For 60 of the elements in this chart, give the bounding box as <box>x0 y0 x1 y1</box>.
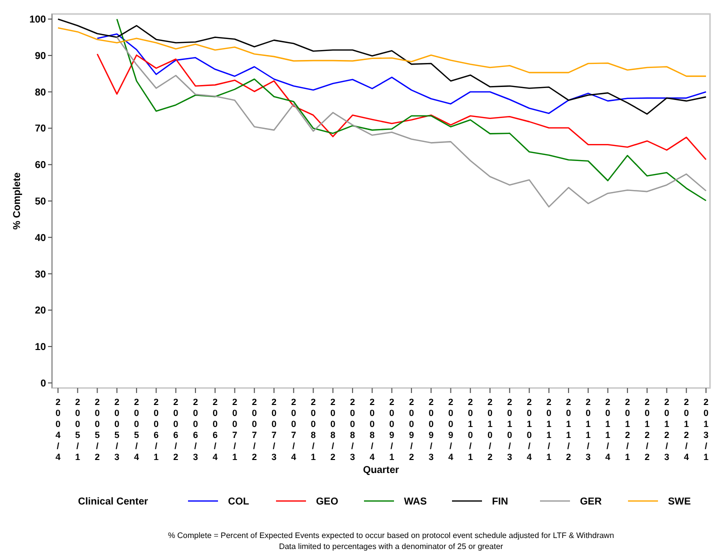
x-tick-label: 2007/1 <box>232 397 238 462</box>
y-tick-label: 70 <box>34 124 46 135</box>
x-tick-label: 2012/1 <box>624 397 630 462</box>
x-tick-label: 2011/4 <box>605 397 610 462</box>
x-tick-label: 2006/3 <box>192 397 198 462</box>
x-tick-label: 2010/2 <box>487 397 493 462</box>
text: Data limited to percentages with a denominator of 25 or greater <box>278 542 504 551</box>
y-tick-label: 30 <box>34 269 46 280</box>
x-tick-label: 2009/2 <box>408 397 414 462</box>
x-tick-label: 2007/3 <box>271 397 277 462</box>
x-tick-label: 2004/4 <box>55 397 61 462</box>
x-tick-label: 2006/2 <box>173 397 178 462</box>
x-tick-label: 2005/1 <box>75 397 80 462</box>
x-tick-label: 2009/3 <box>428 397 434 462</box>
x-tick-label: 2011/2 <box>566 397 572 462</box>
x-tick-label: 2011/3 <box>586 397 591 462</box>
y-tick-label: 40 <box>34 232 46 244</box>
x-tick-label: 2006/4 <box>212 397 218 462</box>
x-tick-label: 2008/4 <box>370 397 375 462</box>
line-series <box>57 27 707 77</box>
y-tick-label: 90 <box>34 50 46 62</box>
legend-label: WAS <box>404 496 428 508</box>
y-tick-label: 20 <box>34 306 46 317</box>
x-tick-label: 2005/2 <box>94 397 100 462</box>
x-tick-label: 2006/1 <box>154 397 159 462</box>
x-tick-label: 2007/4 <box>291 397 296 462</box>
x-tick-label: 2010/4 <box>526 397 532 462</box>
y-tick-label: 100 <box>29 14 46 26</box>
x-tick-label: 2008/2 <box>330 397 336 462</box>
y-tick-label: 50 <box>34 196 46 208</box>
x-tick-label: 2012/4 <box>684 397 689 462</box>
x-tick-label: 2008/1 <box>310 397 316 462</box>
x-axis-title: Quarter <box>362 465 400 476</box>
x-tick-label: 2010/1 <box>468 397 473 462</box>
legend-label: GEO <box>316 496 338 508</box>
y-axis-title: % Complete <box>12 172 23 230</box>
x-tick-label: 2009/4 <box>448 397 454 462</box>
legend-label: SWE <box>668 496 692 508</box>
text: % Complete = Percent of Expected Events expected to occur based on protocol event schedule adjusted for LTF & Withdrawn <box>168 531 614 540</box>
x-tick-label: 2008/3 <box>350 397 356 462</box>
legend-title: Clinical Center <box>78 496 148 508</box>
x-tick-label: 2011/1 <box>546 397 552 462</box>
x-tick-label: 2013/1 <box>703 397 709 462</box>
x-tick-label: 2005/4 <box>134 397 140 462</box>
y-tick-label: 0 <box>40 378 46 390</box>
x-tick-label: 2012/3 <box>664 397 670 462</box>
line-series <box>57 18 707 115</box>
x-tick-label: 2009/1 <box>389 397 394 462</box>
line-series <box>96 33 707 114</box>
line-series <box>96 53 707 160</box>
x-tick-label: 2005/3 <box>114 397 120 462</box>
legend-label: COL <box>228 496 250 508</box>
y-tick-label: 80 <box>34 87 46 98</box>
x-tick-label: 2012/2 <box>644 397 650 462</box>
legend-label: FIN <box>492 496 508 508</box>
legend-label: GER <box>580 496 602 508</box>
x-tick-label: 2007/2 <box>252 397 257 462</box>
x-tick-label: 2010/3 <box>507 397 512 462</box>
y-tick-label: 60 <box>34 160 46 172</box>
y-tick-label: 10 <box>34 342 46 354</box>
